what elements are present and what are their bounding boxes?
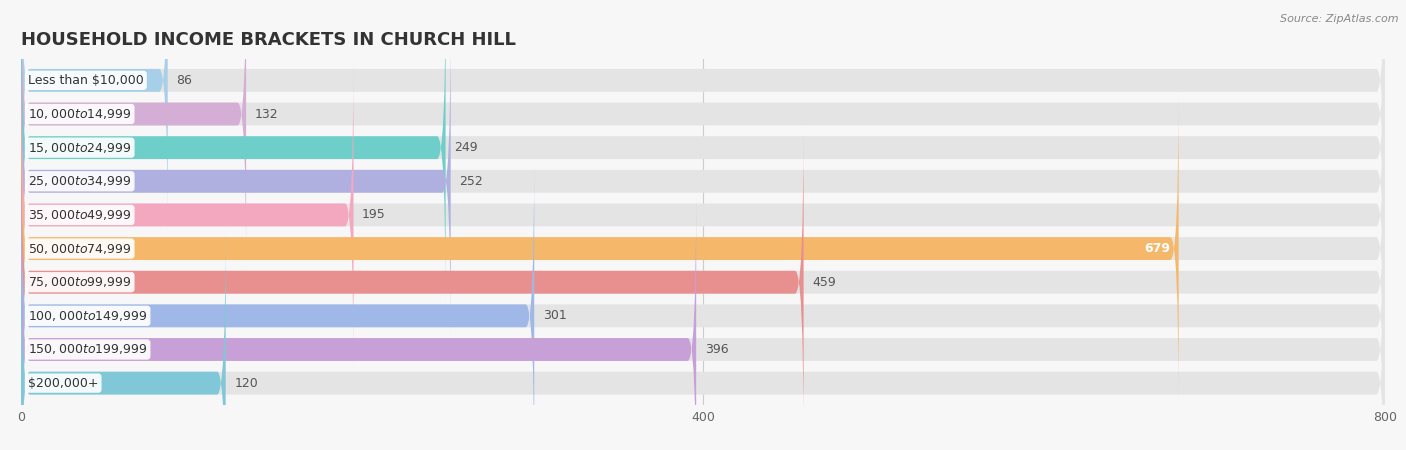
- FancyBboxPatch shape: [21, 226, 225, 450]
- Text: Source: ZipAtlas.com: Source: ZipAtlas.com: [1281, 14, 1399, 23]
- FancyBboxPatch shape: [21, 92, 1385, 405]
- FancyBboxPatch shape: [21, 0, 446, 304]
- FancyBboxPatch shape: [21, 24, 451, 338]
- FancyBboxPatch shape: [21, 193, 1385, 450]
- FancyBboxPatch shape: [21, 92, 1178, 405]
- Text: 396: 396: [704, 343, 728, 356]
- FancyBboxPatch shape: [21, 0, 1385, 304]
- Text: 249: 249: [454, 141, 478, 154]
- Text: 120: 120: [235, 377, 257, 390]
- FancyBboxPatch shape: [21, 193, 696, 450]
- FancyBboxPatch shape: [21, 0, 1385, 271]
- Text: 459: 459: [813, 276, 835, 289]
- Text: $10,000 to $14,999: $10,000 to $14,999: [28, 107, 131, 121]
- Text: $35,000 to $49,999: $35,000 to $49,999: [28, 208, 131, 222]
- Text: HOUSEHOLD INCOME BRACKETS IN CHURCH HILL: HOUSEHOLD INCOME BRACKETS IN CHURCH HILL: [21, 31, 516, 49]
- FancyBboxPatch shape: [21, 58, 1385, 372]
- FancyBboxPatch shape: [21, 159, 1385, 450]
- Text: $150,000 to $199,999: $150,000 to $199,999: [28, 342, 148, 356]
- Text: $75,000 to $99,999: $75,000 to $99,999: [28, 275, 131, 289]
- Text: 252: 252: [460, 175, 484, 188]
- Text: $25,000 to $34,999: $25,000 to $34,999: [28, 174, 131, 188]
- Text: 679: 679: [1144, 242, 1170, 255]
- Text: 132: 132: [254, 108, 278, 121]
- FancyBboxPatch shape: [21, 0, 1385, 237]
- FancyBboxPatch shape: [21, 159, 534, 450]
- FancyBboxPatch shape: [21, 0, 167, 237]
- FancyBboxPatch shape: [21, 58, 353, 372]
- FancyBboxPatch shape: [21, 126, 804, 439]
- Text: 86: 86: [176, 74, 193, 87]
- FancyBboxPatch shape: [21, 0, 246, 271]
- Text: 301: 301: [543, 309, 567, 322]
- Text: 195: 195: [363, 208, 385, 221]
- Text: $15,000 to $24,999: $15,000 to $24,999: [28, 141, 131, 155]
- Text: Less than $10,000: Less than $10,000: [28, 74, 143, 87]
- FancyBboxPatch shape: [21, 126, 1385, 439]
- Text: $200,000+: $200,000+: [28, 377, 98, 390]
- Text: $100,000 to $149,999: $100,000 to $149,999: [28, 309, 148, 323]
- FancyBboxPatch shape: [21, 226, 1385, 450]
- Text: $50,000 to $74,999: $50,000 to $74,999: [28, 242, 131, 256]
- FancyBboxPatch shape: [21, 24, 1385, 338]
